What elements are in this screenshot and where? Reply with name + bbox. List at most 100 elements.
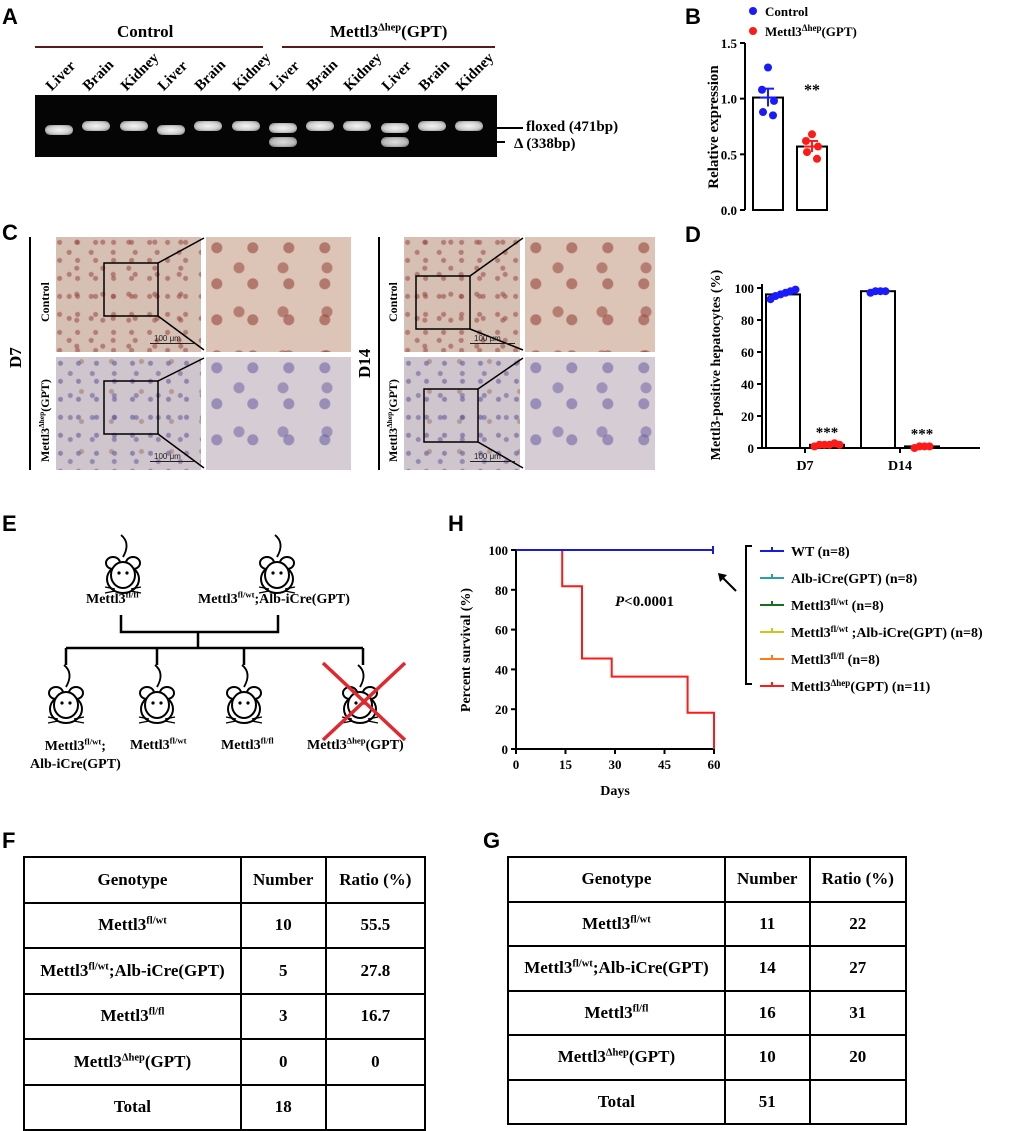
breeding-diagram — [47, 534, 407, 742]
column-header: Genotype — [507, 856, 726, 903]
x-tick-label: 30 — [609, 757, 622, 772]
child1-label: Mettl3fl/wt; Alb-iCre(GPT) — [30, 736, 121, 772]
x-tick-label: 15 — [559, 757, 573, 772]
column-header: Ratio (%) — [808, 856, 908, 903]
table-row: Mettl3fl/wt;Alb-iCre(GPT) 5 27.8 — [23, 947, 427, 995]
bar — [860, 290, 896, 449]
lane-label: Kidney — [453, 49, 498, 95]
lane-label: Brain — [192, 57, 230, 95]
scale-bar-d7-control — [150, 343, 195, 344]
scale-bar-d14-mutant — [470, 461, 515, 462]
mouse-icon-child1 — [47, 664, 85, 724]
data-point — [803, 148, 811, 157]
data-point — [925, 442, 934, 451]
y-axis-label: Relative expression — [706, 65, 722, 189]
micrograph-d14-control — [404, 237, 520, 352]
ratio-cell: 22 — [808, 900, 908, 947]
p-value-label: P<0.0001 — [615, 594, 674, 610]
legend-label: Mettl3fl/fl (n=8) — [791, 651, 880, 668]
lane-label: Kidney — [117, 49, 162, 95]
data-point — [808, 130, 816, 139]
column-header: Number — [723, 856, 811, 903]
legend-label: Mettl3fl/wt ;Alb-iCre(GPT) (n=8) — [791, 624, 983, 641]
table-row: Mettl3fl/fl 16 31 — [507, 989, 908, 1036]
number-cell: 0 — [239, 1038, 327, 1086]
y-tick-label: 40 — [495, 662, 508, 677]
y-tick-label: 100 — [735, 281, 755, 296]
gel-band-floxed — [231, 121, 260, 131]
y-axis-label: Mettl3-positive hepatocytes (%) — [709, 269, 724, 460]
bar — [752, 96, 784, 211]
gel-band-floxed — [268, 123, 297, 133]
x-tick-label: D7 — [796, 459, 813, 474]
gel-band-floxed — [306, 121, 335, 131]
genotype-cell: Mettl3fl/wt;Alb-iCre(GPT) — [507, 945, 726, 992]
data-point — [814, 142, 822, 151]
lane-label: Kidney — [341, 49, 386, 95]
ratio-cell: 27 — [808, 945, 908, 992]
table-row: Mettl3fl/wt 11 22 — [507, 900, 908, 947]
mouse-icon-parent1 — [104, 534, 142, 594]
table-row: Mettl3Δhep(GPT) 0 0 — [23, 1038, 427, 1086]
lane-label: Brain — [304, 57, 342, 95]
gel-band-delta — [380, 137, 409, 147]
gel-band-floxed — [82, 121, 111, 131]
y-tick-label: 1.5 — [721, 36, 738, 51]
lane-label: Brain — [415, 57, 454, 95]
legend-label: Alb-iCre(GPT) (n=8) — [791, 572, 918, 587]
genotype-cell: Mettl3fl/wt — [23, 901, 242, 949]
scale-text-d14-mutant: 100 μm — [474, 452, 501, 461]
gel-band-floxed — [45, 125, 73, 135]
table-row: Total 51 — [507, 1078, 908, 1125]
mouse-icon-parent2 — [258, 534, 296, 594]
cross-line-2 — [321, 661, 407, 742]
parent1-label: Mettl3fl/fl — [86, 589, 139, 607]
ratio-cell — [324, 1083, 427, 1131]
group-label-mutant: Mettl3Δhep(GPT) — [330, 22, 448, 41]
panel-label-d: D — [685, 222, 701, 247]
y-tick-label: 60 — [495, 623, 508, 638]
panel-label-c: C — [2, 220, 18, 245]
scale-text-d14-control: 100 μm — [474, 334, 501, 343]
band-tick-delta — [497, 141, 505, 143]
gel-band-floxed — [380, 123, 409, 133]
band-tick-floxed — [497, 127, 523, 129]
table-header-row: Genotype Number Ratio (%) — [23, 856, 427, 904]
table-row: Mettl3Δhep(GPT) 10 20 — [507, 1034, 908, 1081]
parent2-label: Mettl3fl/wt;Alb-iCre(GPT) — [198, 589, 350, 607]
micrograph-d14-control-zoom — [525, 237, 655, 352]
divider-d7 — [29, 237, 31, 470]
panel-label-e: E — [2, 511, 17, 536]
genotype-table-g: Genotype Number Ratio (%) Mettl3fl/wt 11 22 Me… — [507, 856, 908, 1125]
genotype-cell: Mettl3Δhep(GPT) — [507, 1034, 726, 1081]
y-tick-label: 60 — [741, 345, 754, 360]
gel-band-floxed — [418, 121, 446, 131]
divider-d14 — [378, 237, 380, 470]
group-line-control — [35, 46, 263, 48]
y-tick-label: 80 — [495, 583, 508, 598]
lane-label: Liver — [42, 58, 80, 95]
y-tick-label: 100 — [489, 543, 509, 558]
arrow-head-icon — [718, 573, 727, 582]
data-point — [764, 63, 772, 72]
table-row: Mettl3fl/wt 10 55.5 — [23, 901, 427, 949]
panel-label-f: F — [2, 828, 16, 853]
number-cell: 11 — [723, 900, 811, 947]
scale-text-d7-mutant: 100 μm — [154, 452, 181, 461]
chart-d: 0 20 40 60 80 100 Mettl3-positive hepatocytes … — [709, 269, 980, 474]
x-tick-label: D14 — [888, 459, 912, 474]
row-label-control-d14: Control — [386, 282, 400, 322]
scale-text-d7-control: 100 μm — [154, 334, 181, 343]
gel-band-floxed — [343, 121, 372, 131]
row-label-mutant-d7: Mettl3Δhep(GPT) — [37, 379, 52, 462]
pedigree-lines — [64, 615, 365, 665]
legend-label: WT (n=8) — [791, 545, 850, 560]
number-cell: 14 — [723, 945, 811, 992]
table-row: Mettl3fl/fl 3 16.7 — [23, 992, 427, 1040]
y-tick-label: 20 — [741, 409, 754, 424]
x-tick-label: 0 — [513, 757, 520, 772]
genotype-cell: Total — [23, 1083, 242, 1131]
column-header: Ratio (%) — [324, 856, 427, 904]
data-point — [770, 96, 778, 105]
row-label-mutant-d14: Mettl3Δhep(GPT) — [385, 379, 400, 462]
